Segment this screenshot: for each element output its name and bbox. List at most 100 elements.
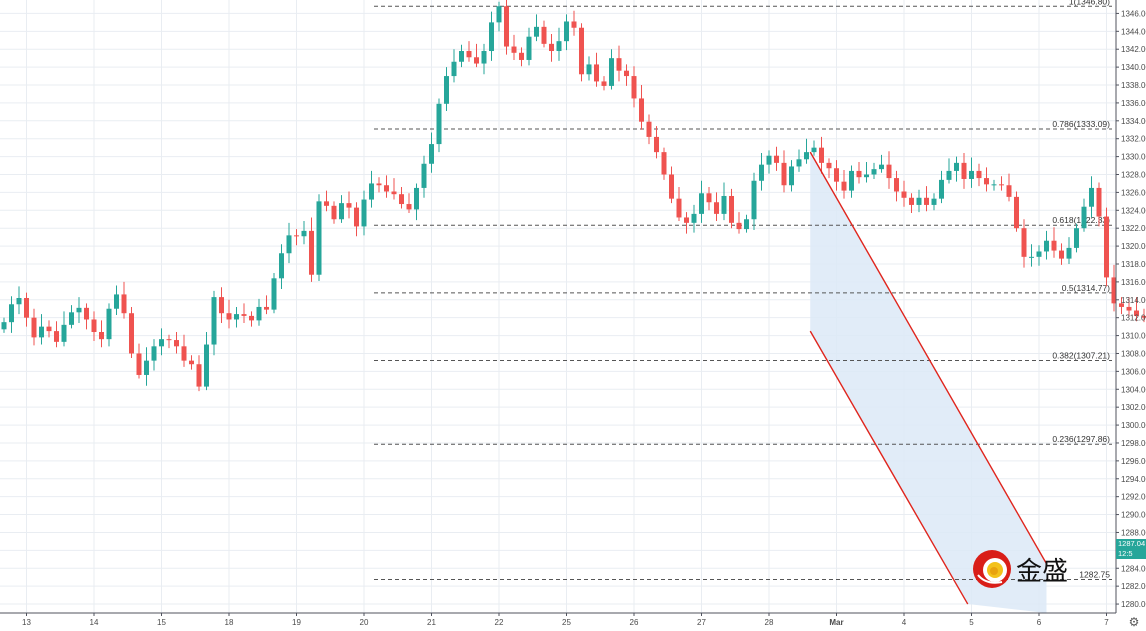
price-axis-label: 1338.00 bbox=[1121, 81, 1146, 90]
candle-body bbox=[91, 319, 97, 333]
time-axis-label: 6 bbox=[1037, 618, 1042, 627]
candle-body bbox=[916, 197, 922, 205]
candle-body bbox=[309, 230, 314, 275]
candle-body bbox=[234, 314, 239, 320]
candle-body bbox=[189, 360, 194, 365]
candle-body bbox=[1096, 187, 1102, 217]
candle-body bbox=[331, 205, 337, 220]
price-axis-label: 1304.00 bbox=[1121, 385, 1146, 394]
candle-body bbox=[369, 183, 374, 200]
candle-body bbox=[931, 198, 937, 205]
candle-body bbox=[901, 191, 907, 198]
candle-body bbox=[69, 312, 74, 325]
candle-body bbox=[691, 213, 697, 223]
candle-body bbox=[924, 197, 929, 205]
candle-body bbox=[1066, 247, 1072, 259]
candle-body bbox=[954, 162, 959, 171]
candle-body bbox=[354, 207, 359, 227]
candle-body bbox=[444, 76, 449, 104]
brand-logo: 金盛 bbox=[972, 549, 1068, 589]
candle-body bbox=[481, 51, 487, 64]
candle-body bbox=[264, 306, 269, 310]
candle-body bbox=[1104, 216, 1109, 278]
candle-body bbox=[579, 27, 584, 75]
time-axis-label: Mar bbox=[829, 618, 843, 627]
candle-body bbox=[226, 313, 232, 320]
price-axis-label: 1342.00 bbox=[1121, 45, 1146, 54]
candle-body bbox=[601, 81, 607, 86]
candle-body bbox=[751, 180, 757, 220]
candle-body bbox=[789, 166, 794, 186]
candle-body bbox=[969, 170, 974, 179]
candle-body bbox=[294, 235, 299, 237]
candle-body bbox=[976, 170, 982, 179]
candle-body bbox=[414, 187, 419, 210]
candle-body bbox=[181, 346, 187, 361]
candle-body bbox=[849, 170, 854, 191]
candle-body bbox=[856, 170, 862, 178]
time-axis-label: 28 bbox=[765, 618, 774, 627]
price-axis-label: 1316.00 bbox=[1121, 278, 1146, 287]
candle-body bbox=[76, 307, 82, 313]
price-axis-label: 1298.00 bbox=[1121, 439, 1146, 448]
candle-body bbox=[286, 235, 292, 254]
candle-body bbox=[301, 230, 307, 237]
candle-body bbox=[654, 136, 659, 153]
price-axis-label: 1330.00 bbox=[1121, 153, 1146, 162]
candle-body bbox=[939, 179, 944, 199]
candle-body bbox=[961, 162, 967, 179]
price-axis-label: 1318.00 bbox=[1121, 260, 1146, 269]
candle-body bbox=[31, 317, 37, 338]
fib-level-label: 0.786(1333.09) bbox=[1052, 119, 1110, 129]
candle-body bbox=[841, 181, 847, 191]
candle-body bbox=[166, 339, 172, 341]
gear-icon[interactable]: ⚙ bbox=[1128, 615, 1140, 629]
candle-body bbox=[1059, 250, 1064, 259]
candle-body bbox=[159, 339, 164, 347]
candle-body bbox=[594, 64, 599, 82]
candle-body bbox=[631, 76, 637, 99]
price-axis-label: 1324.00 bbox=[1121, 206, 1146, 215]
price-axis-label: 1326.00 bbox=[1121, 188, 1146, 197]
price-axis-label: 1282.00 bbox=[1121, 582, 1146, 591]
candle-body bbox=[669, 174, 674, 199]
time-axis-label: 14 bbox=[90, 618, 99, 627]
time-axis-label: 5 bbox=[969, 618, 974, 627]
price-axis-label: 1344.00 bbox=[1121, 27, 1146, 36]
candle-body bbox=[1029, 256, 1034, 258]
candle-body bbox=[616, 58, 622, 71]
candle-body bbox=[676, 198, 682, 218]
candle-body bbox=[1126, 306, 1132, 311]
fib-level-label: 0.382(1307.21) bbox=[1052, 351, 1110, 361]
brand-logo-icon bbox=[973, 550, 1011, 588]
candle-body bbox=[571, 21, 577, 28]
fib-level-label: 0.618(1322.33) bbox=[1052, 215, 1110, 225]
price-axis-label: 1296.00 bbox=[1121, 457, 1146, 466]
candle-body bbox=[174, 340, 179, 347]
candle-body bbox=[429, 144, 434, 164]
candle-body bbox=[519, 52, 524, 60]
candle-body bbox=[639, 98, 644, 122]
candle-body bbox=[121, 294, 127, 314]
time-axis-label: 19 bbox=[292, 618, 301, 627]
candle-body bbox=[466, 51, 472, 58]
candle-body bbox=[436, 103, 442, 145]
candle-body bbox=[279, 253, 284, 279]
candle-body bbox=[766, 155, 772, 165]
time-axis-label: 20 bbox=[360, 618, 369, 627]
candle-body bbox=[459, 51, 464, 62]
candle-body bbox=[241, 314, 247, 316]
candle-body bbox=[361, 199, 367, 227]
candle-body bbox=[864, 174, 869, 178]
price-axis-label: 1346.00 bbox=[1121, 9, 1146, 18]
candle-body bbox=[699, 193, 704, 214]
price-axis-label: 1294.00 bbox=[1121, 475, 1146, 484]
candle-body bbox=[774, 155, 779, 163]
fib-level-label: 0.236(1297.86) bbox=[1052, 434, 1110, 444]
time-axis-label: 4 bbox=[902, 618, 907, 627]
candle-body bbox=[661, 152, 667, 175]
candle-body bbox=[534, 26, 539, 37]
candle-body bbox=[1, 322, 7, 330]
